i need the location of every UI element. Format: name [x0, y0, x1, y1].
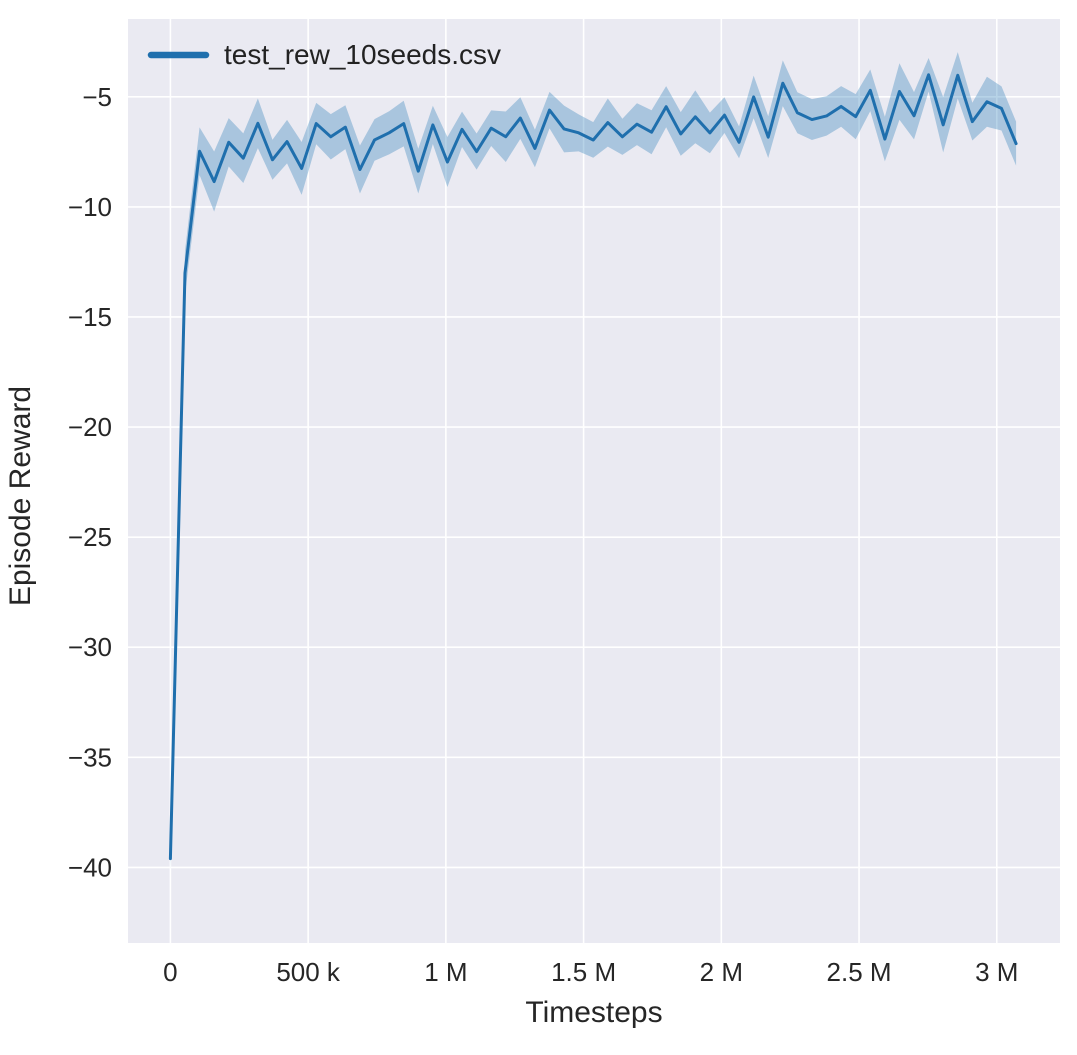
- svg-text:2 M: 2 M: [700, 957, 743, 987]
- svg-text:Episode Reward: Episode Reward: [4, 386, 37, 606]
- svg-text:2.5 M: 2.5 M: [827, 957, 892, 987]
- svg-text:test_rew_10seeds.csv: test_rew_10seeds.csv: [224, 39, 501, 70]
- svg-text:0: 0: [163, 957, 177, 987]
- svg-text:−30: −30: [68, 632, 112, 662]
- svg-text:3 M: 3 M: [975, 957, 1018, 987]
- svg-text:Timesteps: Timesteps: [525, 996, 662, 1029]
- svg-text:−15: −15: [68, 302, 112, 332]
- svg-text:−20: −20: [68, 412, 112, 442]
- svg-text:1.5 M: 1.5 M: [551, 957, 616, 987]
- svg-text:500 k: 500 k: [276, 957, 341, 987]
- svg-text:−10: −10: [68, 192, 112, 222]
- svg-text:−40: −40: [68, 852, 112, 882]
- svg-text:1 M: 1 M: [424, 957, 467, 987]
- svg-text:−25: −25: [68, 522, 112, 552]
- svg-text:−35: −35: [68, 742, 112, 772]
- svg-text:−5: −5: [82, 82, 112, 112]
